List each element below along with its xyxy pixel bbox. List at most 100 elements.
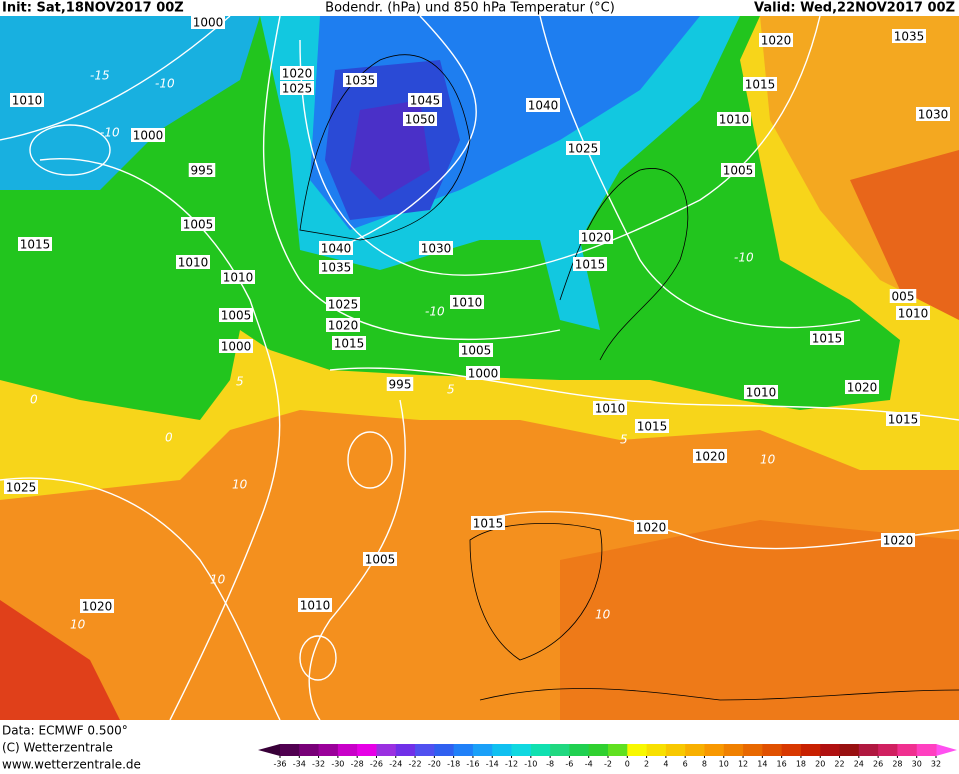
colorbar-label: -18 <box>447 760 460 769</box>
colorbar-label: -32 <box>312 760 325 769</box>
colorbar-bin <box>878 744 898 756</box>
colorbar-bin <box>357 744 377 756</box>
hot-field <box>0 600 120 720</box>
isobar-label-box <box>219 339 253 353</box>
isobar-label-box <box>280 81 314 95</box>
coastlines <box>299 54 959 701</box>
temperature-label: -10 <box>100 126 120 140</box>
warm-field-2 <box>560 520 959 720</box>
temperature-label: 5 <box>236 375 244 389</box>
isobar-label-box <box>131 128 165 142</box>
isobar-label: 1015 <box>575 258 606 272</box>
colorbar-label: -28 <box>351 760 364 769</box>
colorbar-bin <box>453 744 474 756</box>
copyright: (C) Wetterzentrale <box>2 741 113 755</box>
isobar-label: 1000 <box>468 367 499 381</box>
colorbar-label: 20 <box>815 760 825 769</box>
isobar-label: 1015 <box>812 332 843 346</box>
temperature-label: 10 <box>210 573 226 587</box>
isobar-label-box <box>181 217 215 231</box>
isobar-label: 1020 <box>636 521 667 535</box>
colorbar-bin <box>685 744 705 756</box>
colorbar-high-arrow <box>936 744 957 756</box>
isobar-label: 1025 <box>6 481 37 495</box>
isobar-label: 1025 <box>328 298 359 312</box>
isobar-label: 1015 <box>888 413 919 427</box>
isobar-label-box <box>326 318 360 332</box>
isobar-label-box <box>526 98 560 112</box>
isobar-label-box <box>896 306 930 320</box>
colorbar-label: -22 <box>409 760 422 769</box>
isobar-label-box <box>471 516 505 530</box>
isobar-label-box <box>326 297 360 311</box>
colorbar-label: 26 <box>873 760 883 769</box>
colorbar-bin <box>627 744 648 756</box>
isobar-label-box <box>319 241 353 255</box>
colorbar-bin <box>337 744 358 756</box>
colorbar-bin <box>511 744 532 756</box>
isobar-label: 1040 <box>528 99 559 113</box>
init-time: Init: Sat,18NOV2017 00Z <box>2 1 184 16</box>
temperature-label: -10 <box>425 305 445 319</box>
colorbar-bin <box>704 744 725 756</box>
colorbar-label: 14 <box>757 760 767 769</box>
isobar-label-box <box>343 73 377 87</box>
isobar-label-box <box>191 15 225 29</box>
colorbar-bin <box>723 744 744 756</box>
hot-east <box>850 150 959 320</box>
colorbar-label: -10 <box>524 760 537 769</box>
isobar-label-box <box>693 449 727 463</box>
colorbar-bin <box>916 744 937 756</box>
colorbar-label: -26 <box>370 760 383 769</box>
isobar-label: 1010 <box>719 113 750 127</box>
colorbar-bin <box>781 744 802 756</box>
temperature-label: 10 <box>760 453 776 467</box>
colorbar-bin <box>897 744 918 756</box>
isobar-label-box <box>810 331 844 345</box>
colorbar-bin <box>665 744 686 756</box>
isobar-label-box <box>176 255 210 269</box>
isobar-label-box <box>743 77 777 91</box>
isobar-label: 1010 <box>452 296 483 310</box>
temperature-label: -15 <box>90 69 110 83</box>
isobar-label: 1005 <box>183 218 214 232</box>
colorbar-bin <box>434 744 455 756</box>
colorbar-label: -24 <box>389 760 402 769</box>
colorbar-label: 12 <box>738 760 748 769</box>
isobar-label-box <box>635 419 669 433</box>
colorbar-bin <box>318 744 339 756</box>
isobar-label: 995 <box>191 164 214 178</box>
colorbar-bin <box>839 744 860 756</box>
isobar-label-box <box>721 163 755 177</box>
isobar-label: 1000 <box>221 340 252 354</box>
isobar-label: 1020 <box>82 600 113 614</box>
isobar-label: 1050 <box>405 113 436 127</box>
isobar-label-box <box>450 295 484 309</box>
colorbar-label: -2 <box>604 760 612 769</box>
isobar-label: 1020 <box>695 450 726 464</box>
isobar-label: 1000 <box>133 129 164 143</box>
temperature-label: 5 <box>620 433 628 447</box>
isobar-label: 1005 <box>461 344 492 358</box>
colorbar-label: 6 <box>683 760 688 769</box>
isobar-label-box <box>744 385 778 399</box>
isobar-label: 1020 <box>847 381 878 395</box>
isobar-label: 1005 <box>365 553 396 567</box>
isobar-label-box <box>466 366 500 380</box>
isobar-label-box <box>319 260 353 274</box>
isobar-label-box <box>280 66 314 80</box>
colorbar-bin <box>530 744 551 756</box>
isobars <box>0 15 959 721</box>
colorbar-label: -20 <box>428 760 441 769</box>
isobar-label-box <box>188 163 216 177</box>
isobar-label: 1015 <box>745 78 776 92</box>
colorbar-label: 16 <box>777 760 787 769</box>
isobar-label-box <box>886 412 920 426</box>
valid-time: Valid: Wed,22NOV2017 00Z <box>754 1 955 16</box>
colorbar-label: 2 <box>644 760 649 769</box>
colorbar-label: 22 <box>834 760 844 769</box>
isobar-label: 1020 <box>581 231 612 245</box>
isobar-label-box <box>916 107 950 121</box>
temperature-label: 5 <box>447 383 455 397</box>
